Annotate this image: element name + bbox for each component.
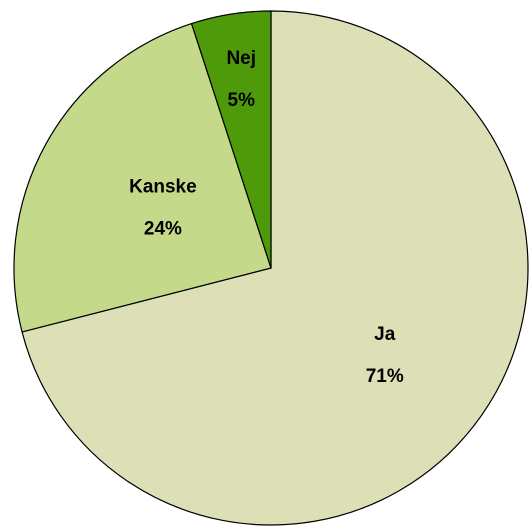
pie-slice	[13, 22, 272, 333]
slice-label: Kanske	[129, 177, 197, 198]
slice-label: Ja	[374, 324, 396, 345]
pie-slice	[21, 10, 529, 526]
slice-label: Nej	[226, 48, 256, 69]
slice-value-label: 5%	[228, 90, 256, 111]
slice-value-label: 71%	[366, 366, 404, 387]
slice-value-label: 24%	[144, 219, 182, 240]
pie-slice	[190, 10, 272, 269]
